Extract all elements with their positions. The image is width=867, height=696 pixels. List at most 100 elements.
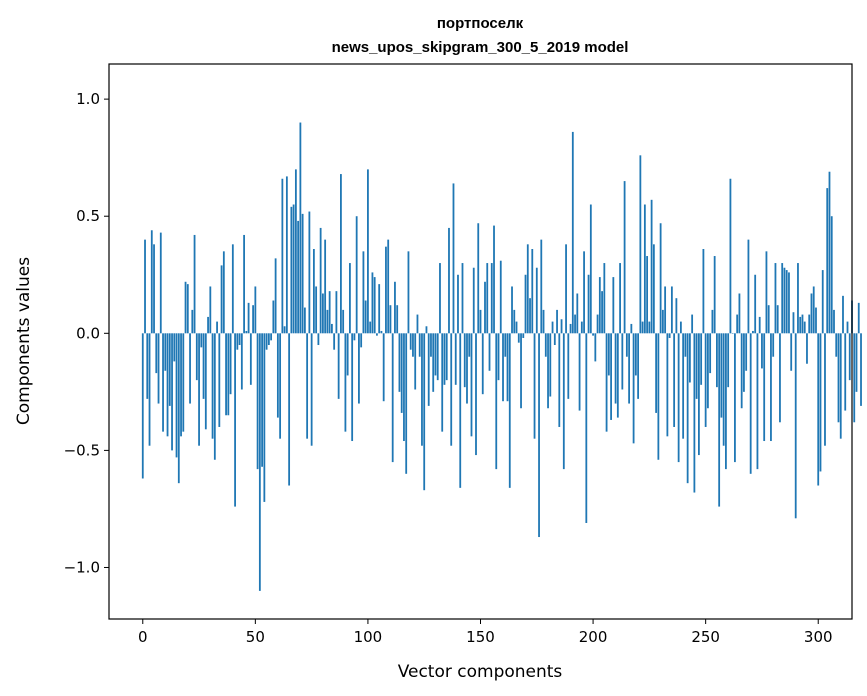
bar-component-310: [839, 333, 842, 439]
bar-component-174: [533, 333, 536, 439]
bar-component-147: [472, 267, 475, 334]
bar-component-52: [258, 333, 261, 591]
bar-component-187: [562, 333, 565, 470]
bar-component-144: [466, 333, 468, 404]
chart-title-line-2: news_upos_skipgram_300_5_2019 model: [332, 39, 629, 56]
bar-component-274: [758, 316, 761, 334]
bar-component-168: [520, 333, 522, 409]
bar-component-13: [171, 333, 173, 451]
bar-component-204: [601, 291, 603, 334]
bar-component-229: [657, 333, 660, 460]
bar-component-117: [405, 333, 408, 474]
bar-component-180: [547, 333, 549, 409]
bar-component-311: [842, 295, 844, 334]
bar-component-34: [218, 333, 221, 427]
x-tick-label: 200: [579, 628, 608, 646]
bar-component-159: [499, 260, 502, 334]
x-tick-label: 150: [466, 628, 495, 646]
bar-component-200: [592, 333, 594, 336]
bar-component-214: [623, 181, 626, 334]
bar-component-80: [321, 293, 324, 334]
bar-component-164: [511, 286, 513, 334]
bar-component-62: [281, 178, 284, 334]
bar-component-217: [630, 323, 633, 334]
bar-component-286: [785, 270, 788, 334]
bar-component-261: [729, 178, 732, 334]
bar-component-40: [231, 244, 234, 334]
bar-component-260: [727, 333, 730, 388]
bar-component-123: [418, 333, 421, 357]
bar-component-280: [772, 333, 775, 357]
bar-component-218: [632, 333, 635, 444]
bar-component-136: [448, 227, 450, 334]
bar-component-112: [394, 281, 396, 334]
bar-component-148: [475, 333, 477, 456]
bar-component-81: [324, 239, 327, 334]
bar-component-149: [477, 223, 480, 334]
bar-component-88: [340, 174, 342, 334]
bar-component-162: [506, 333, 509, 402]
bar-component-56: [267, 333, 270, 346]
y-tick-label: 0.5: [76, 207, 100, 225]
bar-component-118: [407, 251, 410, 334]
bar-component-73: [306, 333, 309, 439]
bar-component-21: [189, 333, 191, 404]
bar-component-64: [285, 176, 288, 334]
bar-component-239: [679, 321, 682, 334]
bar-component-293: [801, 314, 804, 334]
bar-component-189: [567, 333, 570, 399]
bar-component-33: [216, 321, 218, 334]
x-axis-label: Vector components: [398, 662, 563, 682]
bar-component-316: [853, 333, 856, 423]
bar-component-281: [774, 263, 777, 334]
bar-component-89: [342, 309, 345, 334]
bar-component-248: [700, 333, 703, 385]
bar-component-287: [788, 272, 790, 334]
bar-component-100: [367, 169, 369, 334]
bar-component-131: [436, 333, 439, 381]
bar-component-186: [560, 319, 563, 334]
bar-component-105: [378, 284, 381, 334]
bar-component-199: [589, 204, 592, 334]
bar-component-181: [549, 333, 552, 397]
bar-component-255: [716, 333, 718, 388]
bar-component-10: [164, 333, 167, 371]
bar-component-61: [279, 333, 282, 439]
bar-component-264: [736, 314, 739, 334]
bar-component-111: [391, 333, 394, 463]
bar-component-182: [551, 321, 554, 334]
bar-component-43: [238, 333, 241, 346]
bar-component-225: [648, 321, 651, 334]
bar-component-309: [837, 333, 840, 423]
x-tick-label: 250: [691, 628, 720, 646]
bar-component-213: [621, 333, 624, 390]
bar-component-244: [691, 314, 694, 334]
bar-component-193: [576, 293, 579, 334]
x-tick-label: 300: [804, 628, 833, 646]
bar-component-108: [385, 246, 387, 334]
bar-component-155: [490, 263, 493, 334]
bar-component-294: [803, 321, 806, 334]
bar-component-47: [247, 302, 250, 334]
bar-component-140: [457, 274, 459, 334]
bar-component-169: [522, 333, 525, 338]
x-tick-label: 100: [354, 628, 383, 646]
bar-component-54: [263, 333, 266, 502]
bar-component-314: [848, 333, 851, 381]
bar-component-278: [767, 305, 770, 334]
bar-component-158: [497, 333, 500, 381]
bar-component-68: [294, 169, 297, 334]
bar-component-215: [625, 333, 628, 357]
bar-component-133: [441, 333, 444, 432]
bar-component-273: [756, 333, 759, 470]
bar-component-212: [619, 263, 621, 334]
bar-component-297: [810, 293, 813, 334]
bar-component-91: [346, 333, 349, 376]
bar-component-12: [168, 333, 171, 406]
bar-component-5: [153, 244, 155, 334]
bar-component-141: [459, 333, 462, 488]
bar-component-120: [412, 333, 414, 357]
bar-component-190: [569, 323, 572, 334]
bar-component-230: [659, 223, 662, 334]
bar-component-242: [686, 333, 689, 484]
